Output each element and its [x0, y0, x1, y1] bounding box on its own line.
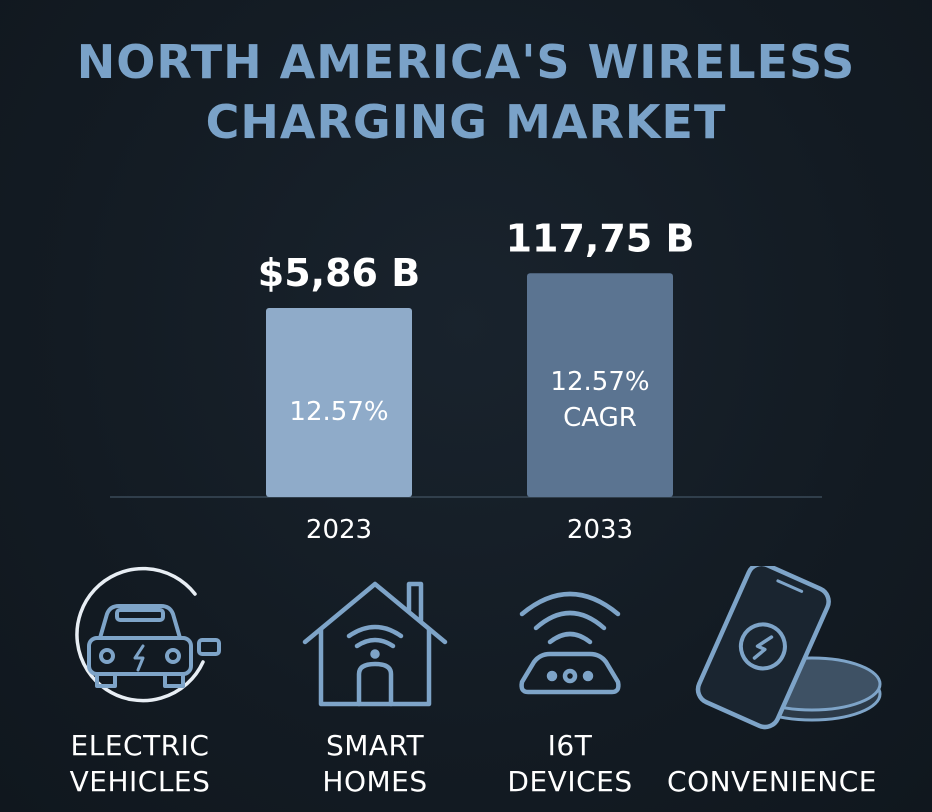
feature-label: CONVENIENCE — [667, 765, 877, 798]
wireless-charging-pad-icon — [695, 566, 882, 730]
feature-label-line-1: ELECTRIC — [70, 729, 210, 762]
x-tick-label-2033: 2033 — [567, 515, 633, 545]
feature-smart-homes: SMART HOMES — [275, 566, 475, 812]
feature-label-line-2: VEHICLES — [69, 765, 211, 798]
chart-title-line-1: NORTH AMERICA'S WIRELESS — [76, 35, 856, 89]
value-label-2023: $5,86 B — [258, 251, 420, 295]
feature-electric-vehicles: ELECTRIC VEHICLES — [40, 566, 240, 812]
iot-device-icon — [519, 591, 621, 695]
chart-title-line-2: CHARGING MARKET — [205, 95, 727, 149]
smart-home-icon — [302, 581, 448, 707]
bar-2033 — [527, 273, 673, 497]
bar-chart: $5,86 B 12.57% 2023 117,75 B 12.57% CAGR 2033 — [110, 216, 822, 545]
feature-label-line-1: SMART — [325, 729, 425, 762]
feature-iot-devices: I6T DEVICES — [470, 566, 670, 812]
feature-label-line-2: HOMES — [322, 765, 428, 798]
bar-2023 — [266, 308, 412, 497]
x-tick-label-2023: 2023 — [306, 515, 372, 545]
bar-inner-label-2023-1: 12.57% — [289, 397, 388, 427]
bar-inner-label-2033-1: 12.57% — [550, 367, 649, 397]
value-label-2033: 117,75 B — [506, 216, 695, 260]
electric-car-icon — [75, 566, 221, 703]
feature-convenience: CONVENIENCE — [652, 566, 892, 812]
bar-inner-label-2033-2: CAGR — [563, 403, 637, 433]
feature-label-line-2: DEVICES — [507, 765, 633, 798]
feature-label-line-1: I6T — [547, 729, 593, 762]
